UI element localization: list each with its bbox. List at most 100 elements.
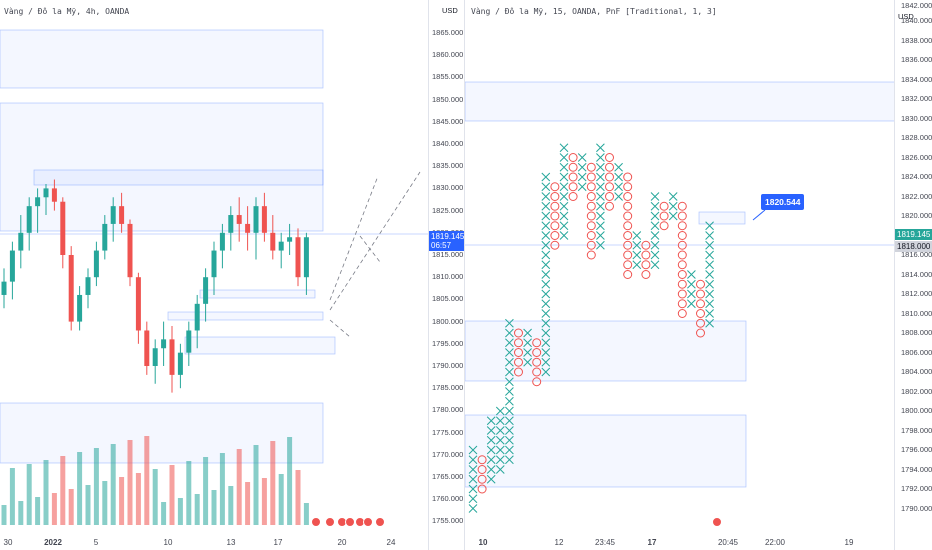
pnf-x-mark bbox=[614, 182, 623, 192]
economic-event-icon bbox=[363, 517, 373, 527]
right-chart-canvas[interactable] bbox=[465, 0, 895, 550]
left-price-axis[interactable]: USD 1865.000 1860.000 1855.000 1850.000 1845… bbox=[428, 0, 465, 550]
zone-box bbox=[465, 414, 747, 488]
candle-body bbox=[1, 281, 7, 295]
volume-bar bbox=[211, 490, 217, 525]
pnf-o-mark bbox=[677, 201, 687, 211]
volume-bar bbox=[9, 468, 15, 525]
candle-body bbox=[43, 188, 49, 198]
pnf-x-mark bbox=[650, 192, 660, 201]
candle-body bbox=[161, 339, 167, 349]
left-x-tick-label: 5 bbox=[93, 538, 99, 547]
pnf-x-mark bbox=[541, 367, 551, 377]
left-y-tick-label: 1865.000 bbox=[432, 28, 464, 37]
left-y-tick-label: 1850.000 bbox=[432, 94, 464, 104]
pnf-x-mark bbox=[596, 211, 605, 221]
left-y-tick-label: 1775.000 bbox=[432, 427, 464, 437]
candle-body bbox=[253, 206, 259, 233]
pnf-x-mark bbox=[541, 172, 551, 182]
pnf-x-mark bbox=[705, 279, 714, 289]
pnf-x-mark bbox=[705, 221, 714, 231]
right-y-tick-label: 1840.000 bbox=[901, 16, 932, 25]
right-x-tick-label: 22:00 bbox=[764, 538, 786, 547]
right-y-tick-label: 1816.000 bbox=[901, 250, 932, 259]
left-x-tick-label: 24 bbox=[386, 538, 396, 547]
pnf-x-mark bbox=[541, 211, 551, 221]
pnf-x-mark bbox=[650, 201, 660, 211]
pnf-x-mark bbox=[614, 172, 623, 182]
pnf-x-mark bbox=[505, 328, 514, 338]
projection-arrow bbox=[359, 235, 381, 263]
pnf-x-mark bbox=[596, 221, 605, 231]
volume-bar bbox=[43, 460, 49, 525]
right-x-tick-label: 10 bbox=[478, 538, 488, 547]
pnf-x-mark bbox=[705, 240, 714, 250]
pnf-o-mark bbox=[696, 309, 705, 318]
left-x-tick-label: 30 bbox=[3, 538, 13, 547]
pnf-x-mark bbox=[650, 221, 660, 231]
volume-bar bbox=[161, 502, 167, 525]
pnf-x-mark bbox=[705, 289, 714, 299]
pnf-x-mark bbox=[505, 357, 514, 367]
candle-body bbox=[93, 250, 99, 278]
candle-body bbox=[26, 206, 32, 233]
pnf-o-mark bbox=[623, 172, 633, 182]
pnf-x-mark bbox=[559, 162, 569, 172]
pnf-o-mark bbox=[568, 182, 578, 192]
pnf-x-mark bbox=[495, 435, 505, 445]
pnf-x-mark bbox=[541, 270, 551, 279]
right-pnf-chart[interactable]: Vàng / Đô la Mỹ, 15, OANDA, PnF [Traditi… bbox=[464, 0, 895, 550]
pnf-x-mark bbox=[486, 465, 496, 474]
pnf-o-mark bbox=[550, 211, 560, 221]
volume-bar bbox=[253, 445, 259, 525]
candle-body bbox=[287, 237, 293, 242]
volume-bar bbox=[236, 449, 242, 525]
pnf-x-mark bbox=[541, 221, 551, 231]
pnf-x-mark bbox=[559, 211, 569, 221]
pnf-x-mark bbox=[559, 172, 569, 182]
pnf-o-mark bbox=[677, 260, 687, 270]
candle-body bbox=[278, 241, 284, 251]
economic-event-icon bbox=[325, 517, 335, 527]
left-last-price-tag: 1819.145 06:57 bbox=[429, 231, 465, 251]
candle-body bbox=[303, 237, 309, 278]
pnf-x-mark bbox=[614, 162, 623, 172]
pnf-o-mark bbox=[477, 455, 487, 465]
pnf-o-mark bbox=[623, 211, 633, 221]
pnf-x-mark bbox=[541, 289, 551, 299]
pnf-o-mark bbox=[605, 153, 614, 162]
volume-bar bbox=[102, 481, 108, 525]
pnf-x-mark bbox=[559, 231, 569, 240]
pnf-o-mark bbox=[532, 367, 542, 377]
pnf-x-mark bbox=[505, 455, 514, 465]
left-y-tick-label: 1835.000 bbox=[432, 161, 464, 171]
right-x-tick-label: 19 bbox=[844, 538, 854, 547]
left-y-tick-label: 1860.000 bbox=[432, 50, 464, 60]
economic-event-icon bbox=[345, 517, 355, 527]
pnf-x-mark bbox=[650, 240, 660, 250]
price-callout[interactable]: 1820.544 bbox=[761, 194, 805, 210]
pnf-x-mark bbox=[596, 192, 605, 201]
right-y-tick-label: 1828.000 bbox=[901, 133, 932, 142]
candle-body bbox=[102, 223, 108, 251]
pnf-x-mark bbox=[541, 348, 551, 357]
pnf-o-mark bbox=[696, 318, 705, 328]
left-x-tick-label: 10 bbox=[163, 538, 173, 547]
pnf-o-mark bbox=[568, 172, 578, 182]
pnf-x-mark bbox=[541, 182, 551, 192]
volume-bar bbox=[119, 477, 125, 525]
pnf-x-mark bbox=[559, 143, 569, 153]
pnf-x-mark bbox=[495, 455, 505, 465]
pnf-x-mark bbox=[577, 182, 587, 192]
pnf-o-mark bbox=[623, 201, 633, 211]
pnf-o-mark bbox=[677, 250, 687, 260]
pnf-x-mark bbox=[632, 260, 642, 270]
right-price-axis[interactable]: USD 1842.000 1840.000 1838.000 1836.000 183… bbox=[894, 0, 932, 550]
projection-arrow bbox=[329, 171, 421, 311]
pnf-x-mark bbox=[596, 240, 605, 250]
pnf-x-mark bbox=[468, 494, 478, 504]
left-candlestick-chart[interactable]: Vàng / Đô la Mỹ, 4h, OANDA 30 2022 5 10 13 17… bbox=[0, 0, 428, 550]
left-chart-canvas[interactable] bbox=[0, 0, 428, 550]
candle-body bbox=[236, 215, 242, 224]
right-y-tick-label: 1802.000 bbox=[901, 386, 932, 396]
